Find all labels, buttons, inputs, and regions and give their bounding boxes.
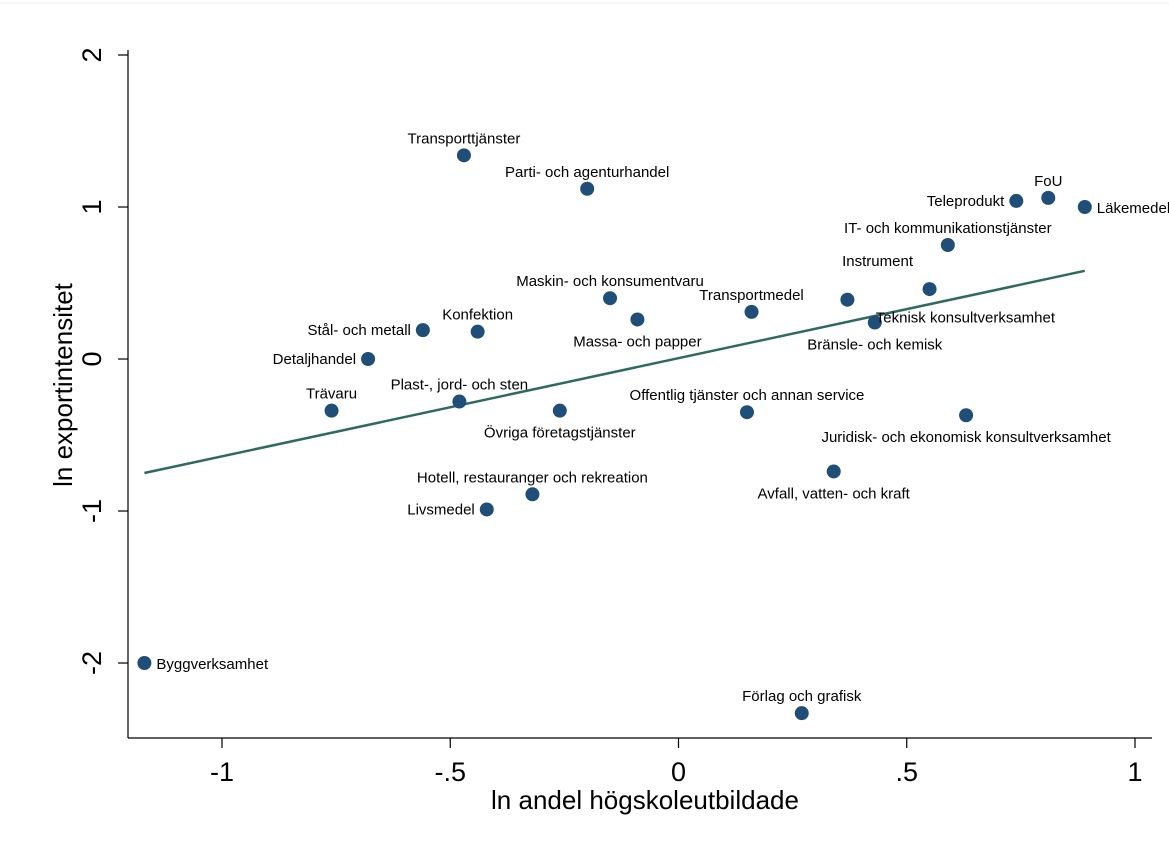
point-label: Transportmedel <box>699 287 804 304</box>
data-point <box>1009 193 1024 208</box>
point-label: Transporttjänster <box>408 130 521 147</box>
x-tick-label: 1 <box>1127 757 1142 787</box>
point-label: Detaljhandel <box>273 351 356 368</box>
fit-line-layer <box>144 269 1086 475</box>
point-label: Avfall, vatten- och kraft <box>758 485 911 502</box>
y-tick-label: -2 <box>77 651 107 675</box>
x-axis-title: ln andel högskoleutbildade <box>491 785 799 815</box>
data-point <box>479 502 494 517</box>
point-label: Konfektion <box>442 307 513 324</box>
points-layer <box>137 148 1092 721</box>
data-point <box>744 304 759 319</box>
data-point <box>1041 190 1056 205</box>
data-point <box>922 282 937 297</box>
data-point <box>603 291 618 306</box>
data-point <box>739 405 754 420</box>
point-label: Läkemedel <box>1097 200 1169 217</box>
data-point <box>940 238 955 252</box>
point-label: Instrument <box>842 253 914 270</box>
point-label: Bränsle- och kemisk <box>807 337 943 354</box>
x-tick-label: 0 <box>671 757 686 787</box>
data-point <box>452 394 467 409</box>
data-point <box>415 323 430 338</box>
point-label: Livsmedel <box>407 501 475 518</box>
point-label: Teleprodukt <box>927 193 1005 210</box>
y-tick-label: -1 <box>77 499 107 523</box>
point-label: Teknisk konsultverksamhet <box>876 310 1056 327</box>
point-label: Trävaru <box>306 386 357 403</box>
data-point <box>1077 200 1092 214</box>
data-point <box>580 181 595 196</box>
point-label: Förlag och grafisk <box>742 688 862 705</box>
point-label: FoU <box>1034 173 1062 190</box>
point-label: Byggverksamhet <box>156 656 269 673</box>
point-label: Juridisk- och ekonomisk konsultverksamhe… <box>821 429 1111 446</box>
data-point <box>456 148 471 163</box>
point-label: Hotell, restauranger och rekreation <box>417 469 648 486</box>
x-tick-label: .5 <box>895 757 918 787</box>
data-point <box>470 324 485 339</box>
point-label: Maskin- och konsumentvaru <box>516 273 704 290</box>
x-tick-label: -1 <box>210 757 234 787</box>
data-point <box>959 408 974 423</box>
data-point <box>826 464 841 479</box>
point-label: Stål- och metall <box>307 322 410 339</box>
point-labels-layer: Transporttjänster Parti- och agenturhande… <box>156 130 1169 705</box>
data-point <box>361 352 376 366</box>
point-label: Offentlig tjänster och annan service <box>630 387 865 404</box>
data-point <box>552 403 567 418</box>
point-label: Parti- och agenturhandel <box>505 164 669 181</box>
data-point <box>794 706 809 721</box>
x-tick-label: -.5 <box>434 757 466 787</box>
y-tick-label: 1 <box>77 199 107 214</box>
y-axis-title: ln exportintensitet <box>48 282 78 487</box>
point-label: Massa- och papper <box>573 333 701 350</box>
data-point <box>324 403 339 418</box>
data-point <box>630 312 645 327</box>
data-point <box>840 292 855 307</box>
data-point <box>137 656 152 670</box>
point-label: Övriga företagstjänster <box>484 424 636 442</box>
point-label: IT- och kommunikationstjänster <box>844 220 1052 237</box>
y-tick-label: 0 <box>77 351 107 366</box>
y-tick-label: 2 <box>77 47 107 62</box>
axes: -1 -.5 0 .5 1 -2 -1 0 1 2 <box>77 47 1152 787</box>
fit-line <box>144 269 1086 475</box>
data-point <box>867 315 882 330</box>
data-point <box>525 487 540 502</box>
point-label: Plast-, jord- och sten <box>391 377 529 394</box>
